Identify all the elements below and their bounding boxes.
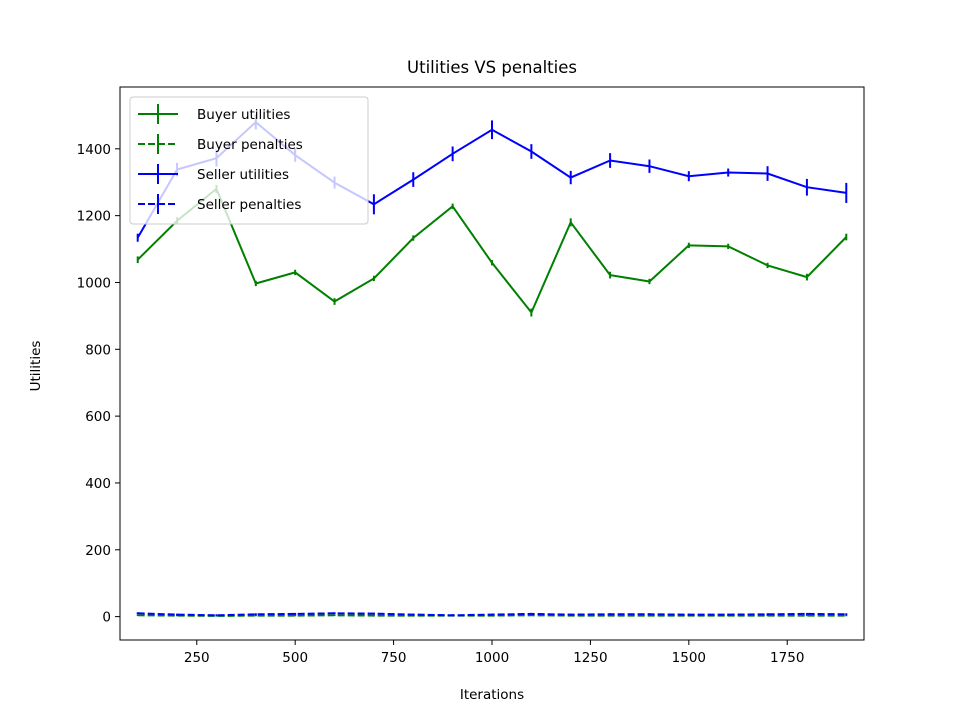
x-tick-label: 500	[282, 650, 308, 666]
legend-item-seller-penalties: Seller penalties	[138, 194, 301, 214]
legend-item-buyer-utilities: Buyer utilities	[138, 104, 290, 124]
legend-box	[129, 96, 369, 225]
legend-label-buyer-penalties: Buyer penalties	[197, 137, 303, 153]
legend-label-seller-utilities: Seller utilities	[197, 167, 289, 183]
x-tick-label: 750	[381, 650, 407, 666]
y-tick-label: 800	[85, 342, 111, 358]
y-tick-label: 400	[85, 476, 111, 492]
y-axis-label: Utilities	[28, 341, 44, 392]
y-tick-label: 1000	[77, 275, 111, 291]
legend-label-buyer-utilities: Buyer utilities	[197, 107, 290, 123]
legend-label-seller-penalties: Seller penalties	[197, 197, 301, 213]
y-tick-label: 600	[85, 409, 111, 425]
x-axis-label: Iterations	[460, 687, 524, 703]
x-tick-label: 1500	[672, 650, 706, 666]
axes: 250 500 750 1000 1250 1500 1750 0 200 400 600 800 10…	[77, 86, 865, 666]
x-tick-label: 1750	[770, 650, 804, 666]
chart-title: Utilities VS penalties	[407, 58, 577, 77]
y-tick-label: 1200	[77, 209, 111, 225]
x-tick-label: 250	[184, 650, 210, 666]
series-seller-penalties	[136, 612, 848, 617]
x-tick-label: 1250	[573, 650, 607, 666]
y-tick-label: 200	[85, 543, 111, 559]
legend-item-buyer-penalties: Buyer penalties	[138, 134, 303, 154]
legend-item-seller-utilities: Seller utilities	[138, 164, 289, 184]
x-tick-label: 1000	[475, 650, 509, 666]
y-tick-label: 1400	[77, 142, 111, 158]
legend: Buyer utilities Buyer penalties Seller uti…	[129, 96, 369, 225]
y-tick-label: 0	[102, 610, 111, 626]
plot-area	[136, 114, 848, 617]
